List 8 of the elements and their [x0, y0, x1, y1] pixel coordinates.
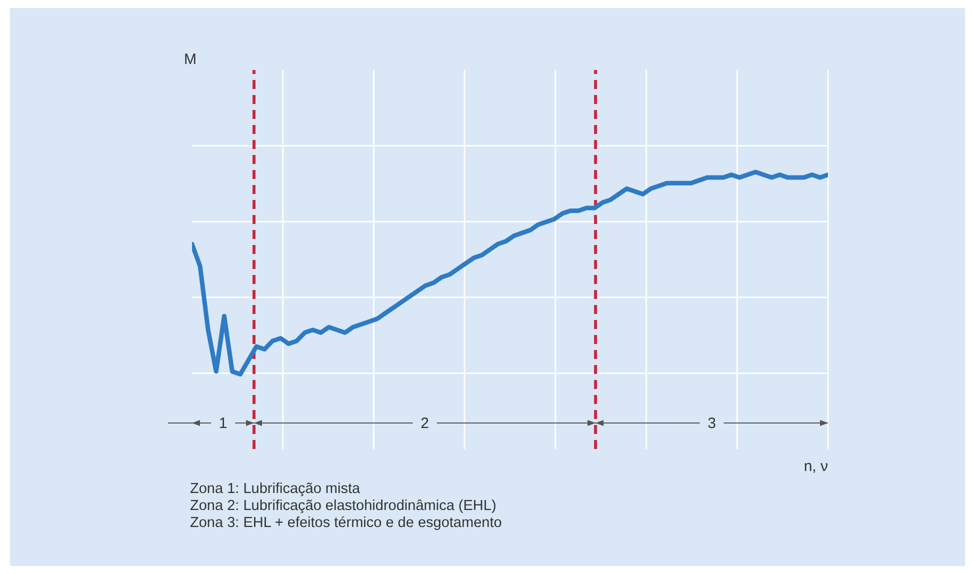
text: M: [184, 51, 196, 68]
x-axis-title: n, ν: [804, 458, 828, 475]
annotation: 1: [218, 415, 228, 432]
text: Zona 1: Lubrificação mista: [190, 481, 362, 498]
annotation: 3: [708, 415, 716, 432]
text: Zona 2: Lubrificação elastohidrodinâmica (EHL): [190, 498, 498, 515]
text: Zona 3: EHL + efeitos térmico e de esgotamento: [190, 515, 502, 532]
annotation: 2: [420, 415, 429, 432]
